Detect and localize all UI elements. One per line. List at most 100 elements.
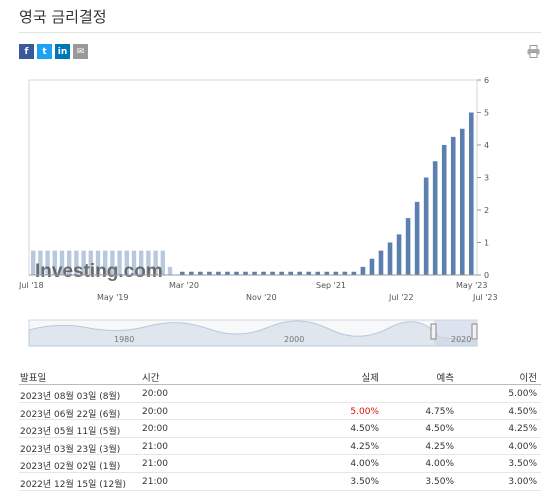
- bar-rate: [378, 250, 384, 275]
- twitter-icon[interactable]: t: [37, 44, 52, 59]
- cell-previous: 3.00%: [508, 476, 537, 487]
- bar-historical: [38, 250, 43, 275]
- bar-historical: [117, 250, 122, 275]
- bar-rate: [243, 271, 248, 275]
- navigator-label: 1980: [114, 335, 134, 344]
- cell-previous: 5.00%: [508, 389, 537, 399]
- table-row: 2023년 06월 22일 (6월) 20:00 5.00% 4.75% 4.50%: [19, 403, 541, 421]
- cell-forecast: 4.25%: [425, 441, 454, 452]
- cell-actual: 3.50%: [350, 476, 379, 487]
- bar-historical: [153, 250, 158, 275]
- bar-rate: [180, 271, 185, 275]
- bar-historical: [67, 250, 72, 275]
- email-icon[interactable]: ✉: [73, 44, 88, 59]
- x-tick-label: Mar '20: [169, 281, 199, 290]
- bar-historical: [95, 250, 101, 275]
- cell-date: 2023년 06월 22일 (6월): [20, 409, 121, 420]
- x-tick-label: Nov '20: [246, 293, 277, 302]
- bar-rate: [396, 234, 402, 275]
- table-row: 2023년 03월 23일 (3월) 21:00 4.25% 4.25% 4.00%: [19, 438, 541, 456]
- cell-forecast: 4.00%: [425, 459, 454, 470]
- bar-rate: [351, 271, 357, 275]
- linkedin-icon[interactable]: in: [55, 44, 70, 59]
- bar-historical: [45, 250, 50, 275]
- header-forecast[interactable]: 예측: [436, 373, 454, 384]
- table-row: 2023년 02월 02일 (1월) 21:00 4.00% 4.00% 3.50%: [19, 455, 541, 473]
- x-tick-label: May '23: [456, 281, 487, 290]
- cell-time: 21:00: [142, 476, 168, 487]
- bar-historical: [88, 250, 93, 275]
- bar-rate: [333, 271, 339, 275]
- cell-date: 2022년 12월 15일 (12월): [20, 479, 126, 490]
- facebook-icon[interactable]: f: [19, 44, 34, 59]
- bar-historical: [110, 250, 115, 275]
- cell-forecast: 4.50%: [425, 424, 454, 435]
- bar-rate: [324, 271, 330, 275]
- cell-actual: 4.25%: [350, 441, 379, 452]
- bar-rate: [261, 271, 266, 275]
- y-tick-label: 4: [484, 141, 489, 150]
- y-tick-label: 2: [484, 206, 489, 215]
- bar-historical: [81, 250, 86, 275]
- cell-time: 20:00: [142, 424, 168, 435]
- bar-rate: [315, 271, 321, 275]
- bar-rate: [288, 271, 293, 275]
- cell-time: 20:00: [142, 389, 168, 399]
- bar-rate: [450, 136, 456, 275]
- y-tick-label: 6: [484, 76, 489, 85]
- cell-date: 2023년 03월 23일 (3월): [20, 444, 121, 455]
- bar-historical: [74, 250, 79, 275]
- bar-rate: [225, 271, 230, 275]
- bar-rate: [423, 177, 429, 275]
- navigator-handle-right[interactable]: [471, 323, 478, 340]
- bar-rate: [441, 145, 447, 275]
- navigator-selection[interactable]: [434, 320, 477, 346]
- table-header: 발표일 시간 실제 예측 이전: [19, 366, 541, 385]
- table-row: 2023년 05월 11일 (5월) 20:00 4.50% 4.50% 4.25%: [19, 420, 541, 438]
- bar-historical: [31, 250, 36, 275]
- cell-date: 2023년 02월 02일 (1월): [20, 462, 121, 473]
- bar-rate: [360, 266, 366, 275]
- bar-rate: [369, 258, 375, 275]
- table-row: 2023년 08월 03일 (8월) 20:00 5.00%: [19, 385, 541, 403]
- table-row: 2022년 12월 15일 (12월) 21:00 3.50% 3.50% 3.00%: [19, 473, 541, 491]
- cell-time: 20:00: [142, 406, 168, 417]
- x-tick-label: Sep '21: [316, 281, 346, 290]
- bar-rate: [189, 271, 194, 275]
- share-bar: f t in ✉: [19, 44, 88, 59]
- y-tick-label: 0: [484, 271, 489, 280]
- x-tick-label: Jul '23: [472, 293, 498, 302]
- header-time[interactable]: 시간: [142, 373, 160, 384]
- bar-rate: [216, 271, 221, 275]
- bar-rate: [459, 128, 465, 275]
- header-date[interactable]: 발표일: [20, 373, 47, 384]
- navigator-handle-left[interactable]: [430, 323, 437, 340]
- cell-previous: 4.50%: [508, 406, 537, 417]
- rate-chart: 0 1 2 3 4 5 6 Investing.com Jul '18 May '19 Mar '2…: [19, 72, 541, 350]
- bar-rate: [414, 201, 420, 275]
- rate-history-table: 발표일 시간 실제 예측 이전 2023년 08월 03일 (8월) 20:00 5…: [19, 366, 541, 491]
- header-actual[interactable]: 실제: [361, 373, 379, 384]
- x-tick-label: Jul '22: [388, 293, 414, 302]
- bar-rate: [469, 112, 474, 275]
- cell-actual: 5.00%: [350, 406, 379, 417]
- bar-historical: [103, 250, 108, 275]
- bar-rate: [432, 161, 438, 275]
- bar-rate: [306, 271, 312, 275]
- cell-forecast: 3.50%: [425, 476, 454, 487]
- bar-rate: [387, 242, 393, 275]
- title-divider: [19, 32, 541, 33]
- header-previous[interactable]: 이전: [519, 373, 537, 384]
- navigator-series: [28, 320, 478, 347]
- bar-historical: [146, 250, 151, 275]
- bar-rate: [342, 271, 348, 275]
- y-tick-label: 3: [484, 174, 489, 183]
- x-tick-label: Jul '18: [19, 281, 44, 290]
- printer-icon[interactable]: [527, 45, 540, 58]
- y-tick-label: 1: [484, 239, 489, 248]
- cell-date: 2023년 05월 11일 (5월): [20, 427, 121, 438]
- cell-date: 2023년 08월 03일 (8월): [20, 392, 121, 402]
- bar-rate: [198, 271, 203, 275]
- y-tick-label: 5: [484, 109, 489, 118]
- investing-watermark: Investing.com: [35, 261, 163, 282]
